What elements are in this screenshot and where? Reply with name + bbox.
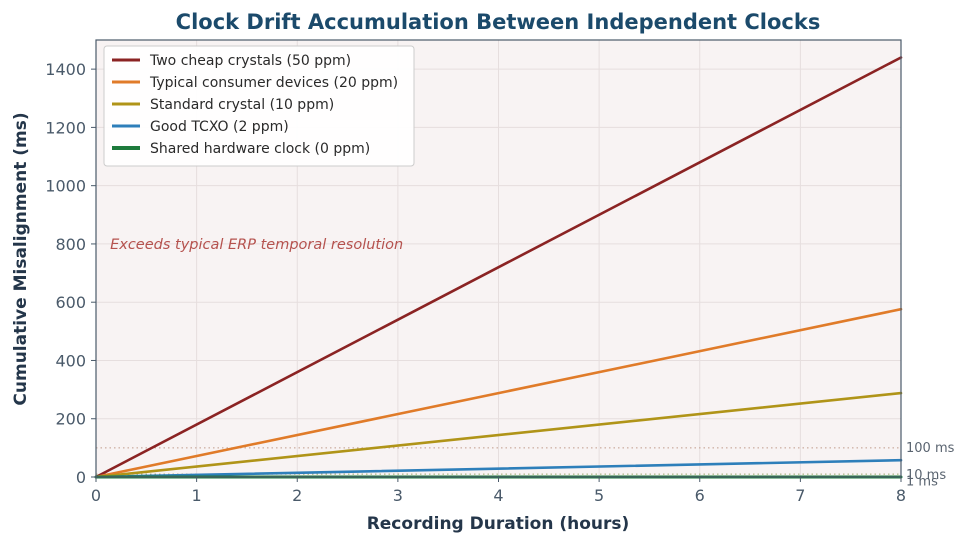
- x-tick-label: 8: [896, 486, 906, 505]
- y-tick-label: 400: [55, 351, 86, 370]
- y-tick-label: 1400: [45, 60, 86, 79]
- y-tick-label: 800: [55, 235, 86, 254]
- legend: Two cheap crystals (50 ppm) Typical consu…: [103, 45, 415, 167]
- y-tick-label: 0: [76, 468, 86, 487]
- legend-entry: Two cheap crystals (50 ppm): [149, 53, 351, 69]
- legend-box: [103, 45, 415, 167]
- series-line: [94, 391, 903, 479]
- reference-line-label: 1 ms: [906, 475, 938, 490]
- series-line: [94, 56, 903, 479]
- legend-entry: Typical consumer devices (20 ppm): [149, 75, 398, 91]
- reference-line-label: 10 ms: [906, 468, 946, 483]
- y-tick-label: 1200: [45, 118, 86, 137]
- x-tick-label: 4: [493, 486, 503, 505]
- y-axis-label: Cumulative Misalignment (ms): [11, 112, 31, 405]
- x-tick-label: 2: [292, 486, 302, 505]
- legend-entry: Standard crystal (10 ppm): [150, 97, 334, 113]
- chart-title: Clock Drift Accumulation Between Indepen…: [176, 10, 821, 34]
- annotation-erp: Exceeds typical ERP temporal resolution: [110, 237, 403, 253]
- legend-entry: Good TCXO (2 ppm): [150, 119, 289, 135]
- y-tick-label: 200: [55, 410, 86, 429]
- reference-line-label: 100 ms: [906, 441, 955, 456]
- series-line: [94, 458, 903, 479]
- x-axis-label: Recording Duration (hours): [367, 514, 630, 534]
- y-tick-label: 600: [55, 293, 86, 312]
- y-tick-label: 1000: [45, 177, 86, 196]
- x-axis: 0 1 2 3 4 5 6 7 8: [91, 477, 906, 505]
- x-tick-label: 1: [192, 486, 202, 505]
- x-tick-label: 0: [91, 486, 101, 505]
- x-tick-label: 5: [594, 486, 604, 505]
- x-tick-label: 7: [795, 486, 805, 505]
- legend-entry: Shared hardware clock (0 ppm): [150, 141, 370, 157]
- x-tick-label: 3: [393, 486, 403, 505]
- series-line: [94, 307, 903, 479]
- x-tick-label: 6: [695, 486, 705, 505]
- y-axis: 0 200 400 600 800 1000 1200 1400: [45, 60, 96, 487]
